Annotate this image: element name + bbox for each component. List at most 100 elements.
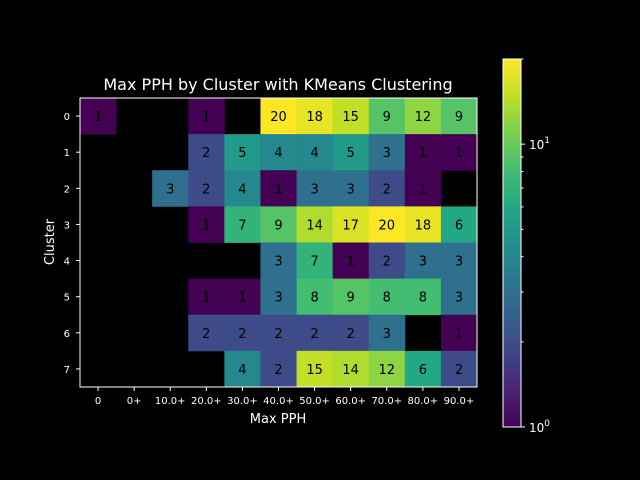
cell-value-label: 3 — [455, 255, 463, 270]
x-tick-label: 30.0+ — [227, 396, 258, 407]
heatmap-cell — [224, 314, 261, 352]
cell-value-label: 1 — [419, 146, 427, 161]
cell-value-label: 9 — [347, 291, 355, 306]
cell-value-label: 2 — [238, 327, 246, 342]
cell-value-label: 2 — [383, 255, 391, 270]
cell-value-label: 1 — [347, 255, 355, 270]
cell-value-label: 12 — [378, 363, 395, 378]
heatmap-cell — [404, 134, 442, 171]
cell-value-label: 2 — [455, 363, 463, 378]
cell-value-label: 2 — [274, 363, 282, 378]
heatmap-cell — [332, 206, 370, 243]
x-axis-ticks: 0 0+ 10.0+ 20.0+ 30.0+ 40.0+ 50.0+ 60.0+ 70.0+ 80… — [95, 387, 474, 407]
cell-value-label: 15 — [306, 363, 323, 378]
heatmap-cell — [260, 170, 297, 207]
heatmap-cell — [368, 98, 406, 135]
heatmap-cell — [260, 242, 297, 280]
chart-title: Max PPH by Cluster with KMeans Clusterin… — [103, 75, 452, 94]
x-tick-label: 50.0+ — [299, 396, 330, 407]
heatmap-cell — [152, 170, 189, 207]
heatmap-cell — [260, 134, 297, 171]
heatmap-cell — [368, 134, 406, 171]
cell-value-label: 4 — [274, 146, 282, 161]
cell-value-label: 4 — [238, 182, 246, 197]
cell-value-label: 3 — [383, 146, 391, 161]
cell-value-label: 8 — [419, 291, 427, 306]
heatmap-cell — [404, 170, 442, 207]
cell-value-label: 6 — [455, 218, 463, 233]
heatmap-cell — [224, 170, 261, 207]
cell-value-label: 2 — [383, 182, 391, 197]
cell-value-label: 1 — [274, 182, 282, 197]
heatmap-cell — [188, 278, 225, 316]
heatmap-cell — [332, 350, 370, 388]
y-tick-label: 5 — [64, 293, 70, 304]
cell-value-label: 14 — [306, 218, 323, 233]
heatmap-cell — [404, 350, 442, 388]
x-tick-label: 20.0+ — [191, 396, 222, 407]
cell-value-label: 4 — [310, 146, 318, 161]
cell-value-label: 3 — [274, 291, 282, 306]
heatmap-cell — [332, 278, 370, 316]
cell-value-label: 8 — [310, 291, 318, 306]
heatmap-cell — [332, 314, 370, 352]
heatmap-cell — [296, 134, 334, 171]
cell-value-label: 9 — [274, 218, 282, 233]
x-axis-label: Max PPH — [250, 412, 306, 427]
heatmap-cell — [332, 242, 370, 280]
heatmap-cell — [440, 242, 478, 280]
heatmap-cell — [404, 98, 442, 135]
heatmap-cell — [296, 350, 334, 388]
cell-value-label: 3 — [455, 291, 463, 306]
heatmap-cell — [440, 350, 478, 388]
x-tick-label: 70.0+ — [371, 396, 402, 407]
heatmap-cell — [188, 134, 225, 171]
heatmap-cell — [260, 206, 297, 243]
cell-value-label: 1 — [238, 291, 246, 306]
cell-value-label: 5 — [347, 146, 355, 161]
x-tick-label: 80.0+ — [408, 396, 439, 407]
x-tick-label: 40.0+ — [263, 396, 294, 407]
heatmap-cell — [404, 206, 442, 243]
cell-value-label: 1 — [455, 146, 463, 161]
heatmap-cell — [188, 98, 225, 135]
heatmap-cell — [188, 314, 225, 352]
heatmap-cell — [332, 170, 370, 207]
heatmap-cell — [440, 314, 478, 352]
cell-value-label: 12 — [415, 110, 432, 125]
heatmap-cells — [80, 98, 478, 388]
cell-value-label: 2 — [202, 182, 210, 197]
heatmap-cell-labels: 1 1 20 18 15 9 12 92 5 4 4 5 3 1 13 2 4 1 3 3 2 11 7 9 14 17 20 18 6… — [94, 110, 463, 378]
heatmap-cell — [296, 278, 334, 316]
heatmap-cell — [368, 278, 406, 316]
cell-value-label: 6 — [419, 363, 427, 378]
heatmap-cell — [404, 278, 442, 316]
y-tick-label: 6 — [64, 329, 70, 340]
cell-value-label: 3 — [383, 327, 391, 342]
heatmap-cell — [296, 242, 334, 280]
x-tick-label: 10.0+ — [155, 396, 186, 407]
cell-value-label: 14 — [342, 363, 359, 378]
cell-value-label: 20 — [270, 110, 287, 125]
heatmap-cell — [260, 350, 297, 388]
cell-value-label: 20 — [378, 218, 395, 233]
y-tick-label: 1 — [64, 148, 70, 159]
cell-value-label: 4 — [238, 363, 246, 378]
cell-value-label: 1 — [94, 110, 102, 125]
heatmap-cell — [80, 98, 117, 135]
cell-value-label: 1 — [202, 110, 210, 125]
y-tick-label: 0 — [64, 112, 70, 123]
cell-value-label: 1 — [455, 327, 463, 342]
heatmap-cell — [440, 134, 478, 171]
heatmap-cell — [224, 134, 261, 171]
colorbar-gradient — [503, 59, 521, 427]
y-axis-label: Cluster — [43, 218, 58, 265]
heatmap-cell — [224, 350, 261, 388]
heatmap-cell — [440, 278, 478, 316]
cell-value-label: 7 — [310, 255, 318, 270]
heatmap-cell — [296, 206, 334, 243]
heatmap-cell — [440, 98, 478, 135]
x-tick-label: 60.0+ — [335, 396, 366, 407]
cell-value-label: 2 — [202, 146, 210, 161]
